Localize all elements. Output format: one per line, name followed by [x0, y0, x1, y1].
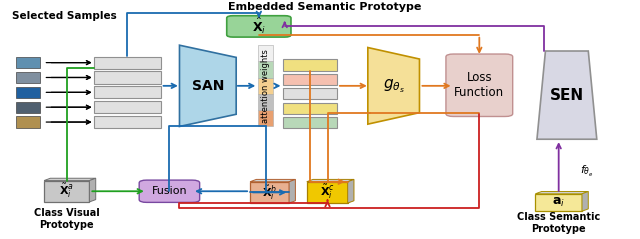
Polygon shape [537, 51, 596, 139]
Polygon shape [307, 179, 354, 182]
Polygon shape [289, 179, 296, 203]
FancyBboxPatch shape [95, 57, 161, 69]
Text: $\tilde{\mathbf{X}}_i^c$: $\tilde{\mathbf{X}}_i^c$ [320, 183, 335, 201]
Bar [258, 61, 273, 78]
Text: Class Semantic
Prototype: Class Semantic Prototype [517, 212, 600, 234]
Text: $\mathbf{a}_i$: $\mathbf{a}_i$ [552, 196, 565, 209]
Polygon shape [368, 48, 419, 124]
FancyBboxPatch shape [536, 194, 582, 211]
FancyBboxPatch shape [44, 181, 90, 202]
FancyBboxPatch shape [139, 180, 200, 202]
Bar [258, 78, 273, 94]
Polygon shape [536, 191, 588, 194]
Text: $\hat{\mathbf{X}}_i$: $\hat{\mathbf{X}}_i$ [252, 16, 266, 37]
Text: SEN: SEN [550, 88, 584, 103]
Text: Loss
Function: Loss Function [454, 71, 504, 99]
Text: $\tilde{\mathbf{X}}_i^b$: $\tilde{\mathbf{X}}_i^b$ [262, 183, 277, 201]
Polygon shape [250, 179, 296, 182]
FancyBboxPatch shape [227, 16, 291, 37]
Text: SAN: SAN [191, 79, 224, 93]
Text: Embedded Semantic Prototype: Embedded Semantic Prototype [228, 2, 421, 12]
Text: Selected Samples: Selected Samples [12, 11, 117, 21]
Bar [258, 110, 273, 126]
Polygon shape [348, 179, 354, 203]
Text: Fusion: Fusion [152, 186, 188, 196]
FancyBboxPatch shape [284, 103, 337, 114]
FancyBboxPatch shape [250, 182, 289, 203]
Bar [16, 116, 40, 128]
FancyBboxPatch shape [95, 71, 161, 83]
Bar [258, 45, 273, 61]
FancyBboxPatch shape [95, 101, 161, 113]
Polygon shape [179, 45, 236, 126]
FancyBboxPatch shape [284, 74, 337, 85]
Polygon shape [90, 178, 96, 202]
Text: $g_{\theta_s}$: $g_{\theta_s}$ [383, 77, 404, 95]
Text: $f_{\theta_e}$: $f_{\theta_e}$ [580, 164, 593, 179]
Text: Class Visual
Prototype: Class Visual Prototype [34, 208, 100, 230]
FancyBboxPatch shape [284, 59, 337, 71]
Bar [258, 94, 273, 110]
FancyBboxPatch shape [446, 54, 513, 116]
FancyBboxPatch shape [284, 88, 337, 99]
Polygon shape [582, 191, 588, 211]
FancyBboxPatch shape [307, 182, 348, 203]
Polygon shape [44, 178, 96, 181]
Text: $\tilde{\mathbf{X}}_i^a$: $\tilde{\mathbf{X}}_i^a$ [60, 182, 74, 200]
FancyBboxPatch shape [95, 116, 161, 128]
Bar [16, 102, 40, 113]
Bar [16, 87, 40, 98]
Bar [16, 57, 40, 68]
Text: attention weights: attention weights [261, 49, 270, 123]
FancyBboxPatch shape [95, 86, 161, 98]
FancyBboxPatch shape [284, 117, 337, 128]
Bar [16, 72, 40, 83]
